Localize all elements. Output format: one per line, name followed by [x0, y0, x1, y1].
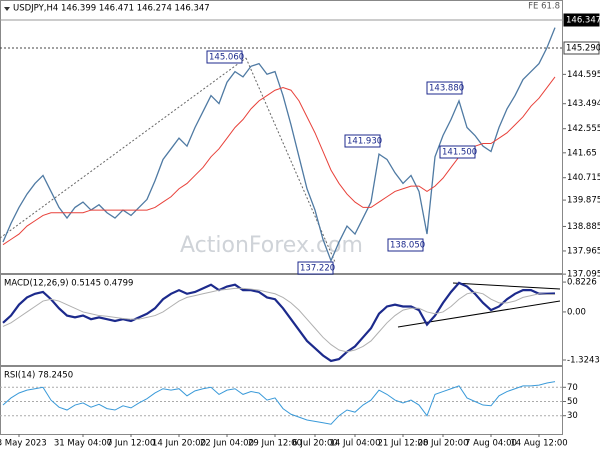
trendline: [452, 282, 561, 290]
x-tick-label: 22 Jun 04:00: [200, 439, 254, 449]
y-tick-label: 0.8226: [567, 278, 597, 288]
y-tick-label: 142.555: [567, 124, 600, 134]
x-tick-label: 23 May 2023: [0, 439, 47, 449]
series-line: [2, 76, 556, 246]
y-tick-label: 0.00: [567, 307, 586, 317]
annotation-box: [439, 145, 476, 159]
annotation-box: [297, 261, 334, 275]
rsi-title: RSI(14) 78.2450: [4, 371, 73, 381]
y-tick-label: 70: [567, 383, 578, 393]
price-label-box: [563, 41, 600, 55]
x-tick-label: 29 Jun 12:00: [248, 439, 302, 449]
annotation: 141.500: [442, 148, 477, 158]
x-tick-label: 21 Jul 12:00: [378, 439, 429, 449]
macd-panel: [0, 274, 563, 366]
annotation: 141.930: [347, 137, 382, 147]
y-tick-label: 30: [567, 411, 578, 421]
series-line: [2, 281, 556, 363]
price-label-box: [563, 13, 600, 27]
y-tick-label: 137.965: [567, 246, 600, 256]
price-label: 145.290: [566, 44, 600, 54]
chart-title: USDJPY,H4 146.399 146.471 146.274 146.34…: [13, 4, 210, 14]
series-line: [2, 381, 556, 425]
rsi-panel: [0, 366, 563, 435]
y-tick-label: 140.715: [567, 173, 600, 183]
series-line: [2, 27, 556, 263]
y-tick-label: 138.885: [567, 222, 600, 232]
x-tick-label: 31 May 04:00: [54, 439, 112, 449]
annotation: 145.060: [209, 53, 244, 63]
x-tick-label: 14 Jun 20:00: [152, 439, 206, 449]
watermark: ActionForex.com: [180, 233, 363, 258]
y-tick-label: 141.65: [567, 148, 597, 158]
y-tick-label: 50: [567, 397, 578, 407]
x-tick-label: 7 Jun 12:00: [107, 439, 156, 449]
fib-line: [0, 57, 247, 239]
y-tick-label: -1.3243: [567, 355, 600, 365]
annotation-box: [206, 50, 243, 64]
annotation: 143.880: [429, 84, 464, 94]
x-tick-label: 14 Jul 04:00: [330, 439, 381, 449]
series-line: [2, 287, 555, 353]
annotation: 138.050: [390, 241, 425, 251]
price-panel: [0, 0, 563, 274]
y-tick-label: 144.595: [567, 70, 600, 80]
menu-arrow: [4, 7, 10, 11]
y-tick-label: 137.095: [567, 270, 600, 280]
y-tick-label: 143.494: [567, 99, 600, 109]
x-tick-label: 6 Jul 20:00: [292, 439, 338, 449]
x-tick-label: 14 Aug 12:00: [510, 439, 567, 449]
x-tick-label: 7 Aug 04:00: [465, 439, 517, 449]
annotation: 137.220: [300, 264, 335, 274]
fib-line: [245, 57, 336, 263]
annotation-box: [426, 81, 463, 95]
price-label: 146.347: [566, 16, 600, 26]
annotation: FE 61.8: [528, 2, 560, 12]
y-tick-label: 139.875: [567, 196, 600, 206]
annotation-box: [387, 238, 424, 252]
annotation-box: [344, 134, 381, 148]
x-tick-label: 28 Jul 20:00: [418, 439, 469, 449]
macd-title: MACD(12,26,9) 0.5145 0.4799: [4, 279, 133, 289]
